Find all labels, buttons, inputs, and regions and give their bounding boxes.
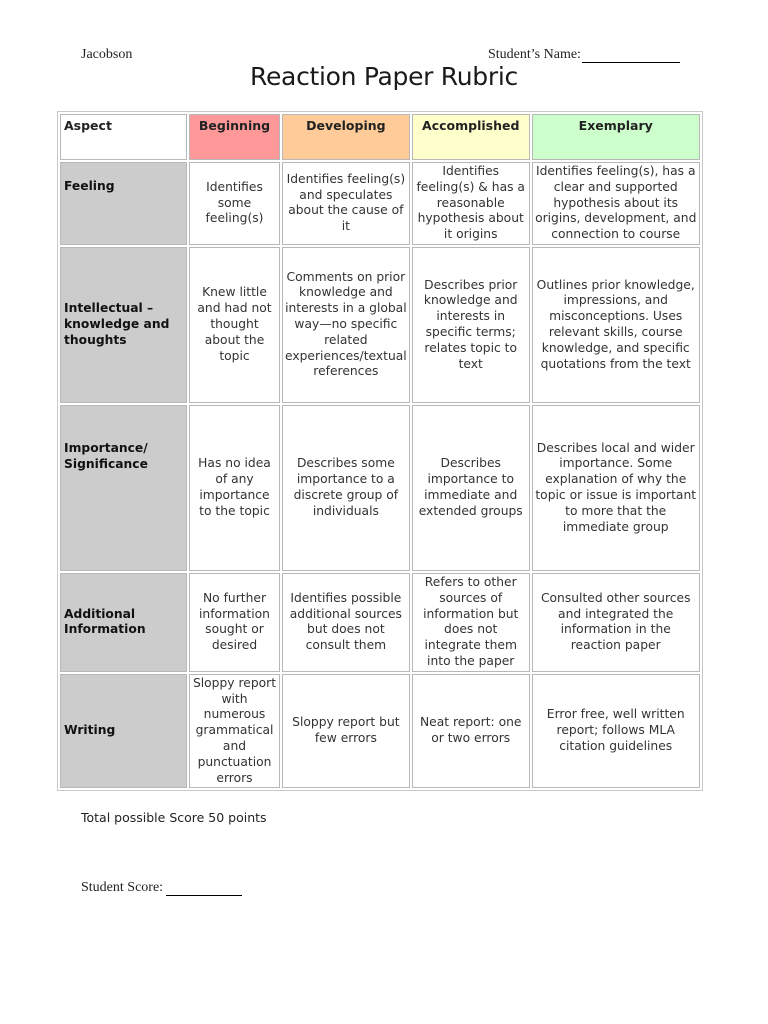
table-row: Writing Sloppy report with numerous gram…: [60, 673, 700, 789]
aspect-cell: Additional Information: [60, 572, 187, 672]
table-header-row: Aspect Beginning Developing Accomplished…: [60, 114, 700, 160]
teacher-name: Jacobson: [81, 47, 133, 62]
column-header-beginning: Beginning: [189, 114, 280, 160]
exemplary-cell: Error free, well written report; follows…: [531, 673, 700, 789]
developing-cell: Describes some importance to a discrete …: [282, 404, 410, 571]
student-name-blank[interactable]: [581, 48, 680, 63]
exemplary-cell: Outlines prior knowledge, impressions, a…: [531, 246, 700, 403]
column-header-exemplary: Exemplary: [531, 114, 700, 160]
column-header-aspect: Aspect: [60, 114, 187, 160]
table-row: Feeling Identifies some feeling(s) Ident…: [60, 162, 700, 245]
developing-cell: Comments on prior knowledge and interest…: [282, 246, 410, 403]
student-score-label: Student Score:: [81, 880, 164, 895]
table-row: Intellectual – knowledge and thoughts Kn…: [60, 246, 700, 403]
column-header-accomplished: Accomplished: [411, 114, 530, 160]
rubric-table: Aspect Beginning Developing Accomplished…: [57, 111, 703, 792]
developing-cell: Sloppy report but few errors: [282, 673, 410, 789]
table-row: Additional Information No further inform…: [60, 572, 700, 672]
student-score-field[interactable]: Student Score:: [81, 880, 243, 896]
accomplished-cell: Neat report: one or two errors: [411, 673, 530, 789]
accomplished-cell: Identifies feeling(s) & has a reasonable…: [411, 162, 530, 245]
aspect-cell: Intellectual – knowledge and thoughts: [60, 246, 187, 403]
exemplary-cell: Describes local and wider importance. So…: [531, 404, 700, 571]
beginning-cell: Sloppy report with numerous grammatical …: [189, 673, 280, 789]
exemplary-cell: Identifies feeling(s), has a clear and s…: [531, 162, 700, 245]
student-name-field[interactable]: Student’s Name:: [488, 47, 680, 63]
accomplished-cell: Refers to other sources of information b…: [411, 572, 530, 672]
beginning-cell: Knew little and had not thought about th…: [189, 246, 280, 403]
aspect-cell: Feeling: [60, 162, 187, 245]
aspect-cell: Writing: [60, 673, 187, 789]
accomplished-cell: Describes importance to immediate and ex…: [411, 404, 530, 571]
beginning-cell: Has no idea of any importance to the top…: [189, 404, 280, 571]
student-name-label: Student’s Name:: [488, 47, 581, 62]
beginning-cell: No further information sought or desired: [189, 572, 280, 672]
accomplished-cell: Describes prior knowledge and interests …: [411, 246, 530, 403]
exemplary-cell: Consulted other sources and integrated t…: [531, 572, 700, 672]
developing-cell: Identifies possible additional sources b…: [282, 572, 410, 672]
total-possible-score: Total possible Score 50 points: [81, 810, 267, 825]
beginning-cell: Identifies some feeling(s): [189, 162, 280, 245]
page-title: Reaction Paper Rubric: [250, 62, 518, 91]
developing-cell: Identifies feeling(s) and speculates abo…: [282, 162, 410, 245]
column-header-developing: Developing: [282, 114, 410, 160]
student-score-blank[interactable]: [166, 881, 243, 896]
table-row: Importance/ Significance Has no idea of …: [60, 404, 700, 571]
aspect-cell: Importance/ Significance: [60, 404, 187, 571]
